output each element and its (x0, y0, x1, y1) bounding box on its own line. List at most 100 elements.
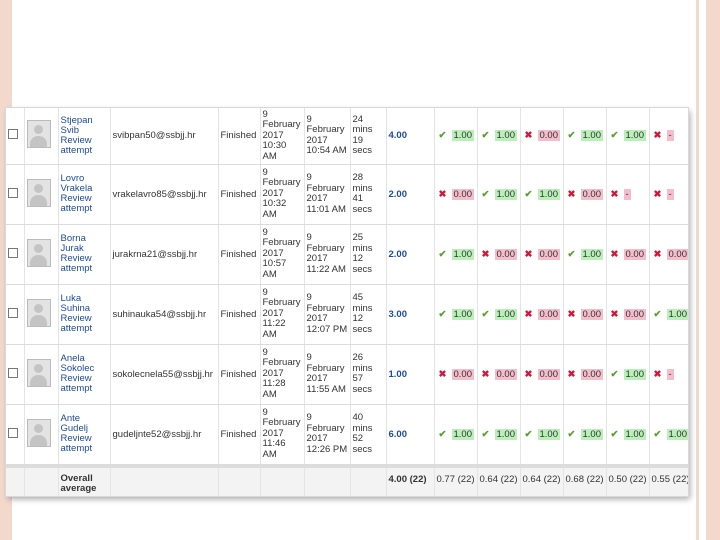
question-3-cell[interactable]: ✖ 0.00 (520, 108, 564, 165)
student-name-link[interactable]: Borna Jurak (61, 234, 108, 254)
review-attempt-link[interactable]: Review attempt (61, 374, 108, 394)
question-2-cell[interactable]: ✔ 1.00 (477, 404, 521, 465)
question-5-cell[interactable]: ✔ 1.00 (606, 344, 650, 405)
email-cell: jurakrna21@ssbjj.hr (110, 224, 219, 285)
row-checkbox[interactable] (8, 129, 18, 140)
cross-icon: ✖ (438, 188, 447, 200)
row-checkbox[interactable] (8, 307, 18, 318)
grade-link[interactable]: 2.00 (388, 248, 408, 260)
user-avatar-icon[interactable] (26, 238, 51, 267)
check-icon: ✔ (567, 428, 576, 440)
completed-line: 9 February (306, 172, 345, 194)
user-avatar-icon[interactable] (26, 178, 51, 207)
time-taken-line: 12 (352, 313, 364, 324)
first-name: Anela (60, 353, 85, 364)
question-3-cell[interactable]: ✖ 0.00 (520, 224, 564, 285)
question-5-cell[interactable]: ✖ 0.00 (606, 224, 650, 285)
grade-cell: 6.00 (386, 404, 435, 465)
question-1-cell[interactable]: ✔ 1.00 (434, 284, 478, 345)
review-attempt-link[interactable]: Review attempt (61, 254, 108, 274)
question-1-cell[interactable]: ✖ 0.00 (434, 344, 478, 405)
row-checkbox[interactable] (8, 427, 18, 438)
question-1-cell[interactable]: ✔ 1.00 (434, 404, 478, 465)
question-5-cell[interactable]: ✔ 1.00 (606, 108, 650, 165)
started-line: AM (262, 388, 277, 400)
first-name: Luka (60, 293, 82, 304)
cross-icon: ✖ (438, 368, 447, 380)
student-name-link[interactable]: Lovro Vrakela (61, 174, 108, 194)
empty-cell (218, 468, 261, 496)
user-avatar-icon[interactable] (26, 358, 51, 387)
grade-cell: 3.00 (386, 284, 435, 345)
started-line: February (262, 357, 301, 369)
grade-link[interactable]: 4.00 (388, 130, 408, 142)
completed-line: 12:07 PM (306, 323, 348, 335)
question-2-cell[interactable]: ✔ 1.00 (477, 284, 521, 345)
review-attempt-link[interactable]: Review attempt (61, 135, 108, 156)
check-icon: ✔ (653, 428, 662, 440)
question-6-cell[interactable]: ✖ - (649, 164, 688, 225)
student-name-link[interactable]: Luka Suhina (61, 294, 108, 314)
question-6-cell[interactable]: ✔ 1.00 (649, 284, 688, 345)
time-taken-line: 52 (352, 433, 364, 444)
user-avatar-icon[interactable] (26, 298, 51, 327)
review-attempt-link[interactable]: Review attempt (61, 194, 108, 214)
question-6-cell[interactable]: ✖ - (649, 108, 688, 165)
row-checkbox[interactable] (8, 367, 18, 378)
question-6-cell[interactable]: ✖ - (649, 344, 688, 405)
row-checkbox[interactable] (8, 247, 18, 258)
review-attempt-link[interactable]: Review attempt (61, 314, 108, 334)
grade-link[interactable]: 2.00 (388, 188, 408, 200)
grade-cell: 1.00 (386, 344, 435, 405)
started-line: 11:46 (262, 438, 286, 450)
grade-link[interactable]: 1.00 (388, 368, 408, 380)
question-1-cell[interactable]: ✔ 1.00 (434, 224, 478, 285)
overall-question-6-cell: 0.55 (22) (649, 468, 688, 496)
check-icon: ✔ (524, 188, 533, 200)
student-name-link[interactable]: Stjepan Svib (61, 115, 108, 136)
question-3-cell[interactable]: ✔ 1.00 (520, 404, 564, 465)
student-name-cell: Luka Suhina Review attempt (58, 284, 111, 345)
question-6-cell[interactable]: ✖ 0.00 (649, 224, 688, 285)
question-4-cell[interactable]: ✔ 1.00 (563, 224, 607, 285)
completed-line: 11:22 AM (306, 263, 346, 275)
question-5-cell[interactable]: ✖ 0.00 (606, 284, 650, 345)
question-2-cell[interactable]: ✔ 1.00 (477, 108, 521, 165)
question-5-cell[interactable]: ✔ 1.00 (606, 404, 650, 465)
started-line: 9 (262, 406, 268, 418)
question-3-cell[interactable]: ✔ 1.00 (520, 164, 564, 225)
completed-line: 11:55 AM (306, 383, 346, 395)
question-4-cell[interactable]: ✔ 1.00 (563, 404, 607, 465)
question-2-cell[interactable]: ✖ 0.00 (477, 344, 521, 405)
student-name-link[interactable]: Ante Gudelj (61, 414, 108, 434)
review-attempt-link[interactable]: Review attempt (61, 434, 108, 454)
question-6-cell[interactable]: ✔ 1.00 (649, 404, 688, 465)
user-avatar-icon[interactable] (26, 120, 51, 149)
student-name-link[interactable]: Anela Sokolec (61, 354, 108, 374)
question-2-cell[interactable]: ✔ 1.00 (477, 164, 521, 225)
question-4-cell[interactable]: ✖ 0.00 (563, 284, 607, 345)
question-3-cell[interactable]: ✖ 0.00 (520, 344, 564, 405)
question-4-cell[interactable]: ✖ 0.00 (563, 164, 607, 225)
question-1-cell[interactable]: ✖ 0.00 (434, 164, 478, 225)
question-1-cell[interactable]: ✔ 1.00 (434, 108, 478, 165)
cross-icon: ✖ (567, 368, 576, 380)
started-line: 11:22 (262, 318, 286, 330)
started-line: 2017 (262, 427, 284, 439)
question-2-cell[interactable]: ✖ 0.00 (477, 224, 521, 285)
grade-link[interactable]: 3.00 (388, 308, 408, 320)
completed-line: 2017 (306, 433, 328, 444)
question-4-cell[interactable]: ✔ 1.00 (563, 108, 607, 165)
question-3-cell[interactable]: ✖ 0.00 (520, 284, 564, 345)
question-score: 0.00 (494, 248, 517, 260)
row-checkbox[interactable] (8, 187, 18, 198)
select-cell (6, 108, 25, 165)
user-avatar-icon[interactable] (26, 418, 51, 447)
question-4-cell[interactable]: ✖ 0.00 (563, 344, 607, 405)
empty-cell (304, 468, 351, 496)
state-cell: Finished (218, 108, 261, 165)
started-line: 11:28 (262, 378, 286, 390)
completed-line: 10:54 AM (306, 145, 347, 157)
question-5-cell[interactable]: ✖ - (606, 164, 650, 225)
grade-link[interactable]: 6.00 (388, 428, 408, 440)
